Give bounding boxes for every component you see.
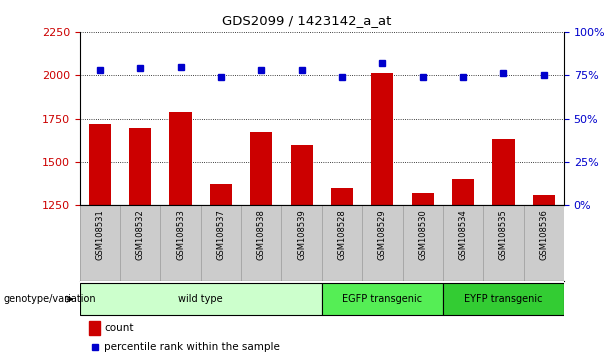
Text: EGFP transgenic: EGFP transgenic — [342, 294, 422, 304]
Bar — [331, 188, 353, 354]
Text: GSM108528: GSM108528 — [338, 209, 346, 260]
Text: GSM108536: GSM108536 — [539, 209, 548, 260]
Bar — [371, 74, 394, 354]
Bar — [89, 124, 111, 354]
Text: GDS2099 / 1423142_a_at: GDS2099 / 1423142_a_at — [222, 14, 391, 27]
Text: GSM108535: GSM108535 — [499, 209, 508, 260]
Text: GSM108534: GSM108534 — [459, 209, 468, 260]
Bar — [129, 128, 151, 354]
Text: EYFP transgenic: EYFP transgenic — [464, 294, 543, 304]
Bar — [452, 179, 474, 354]
Bar — [533, 195, 555, 354]
Text: GSM108537: GSM108537 — [216, 209, 226, 260]
Text: GSM108538: GSM108538 — [257, 209, 266, 260]
Bar — [80, 283, 322, 315]
Bar — [89, 321, 100, 336]
Text: wild type: wild type — [178, 294, 223, 304]
Bar — [411, 193, 434, 354]
Bar — [169, 112, 192, 354]
Text: count: count — [104, 323, 134, 333]
Text: GSM108530: GSM108530 — [418, 209, 427, 260]
Text: percentile rank within the sample: percentile rank within the sample — [104, 342, 280, 352]
Bar — [291, 145, 313, 354]
Text: GSM108529: GSM108529 — [378, 209, 387, 260]
Text: GSM108532: GSM108532 — [135, 209, 145, 260]
Text: genotype/variation: genotype/variation — [3, 294, 96, 304]
Bar — [443, 283, 564, 315]
Bar — [250, 132, 272, 354]
Text: GSM108533: GSM108533 — [176, 209, 185, 260]
Bar — [322, 283, 443, 315]
Bar — [492, 139, 514, 354]
Text: GSM108531: GSM108531 — [96, 209, 104, 260]
Text: GSM108539: GSM108539 — [297, 209, 306, 260]
Bar — [210, 184, 232, 354]
